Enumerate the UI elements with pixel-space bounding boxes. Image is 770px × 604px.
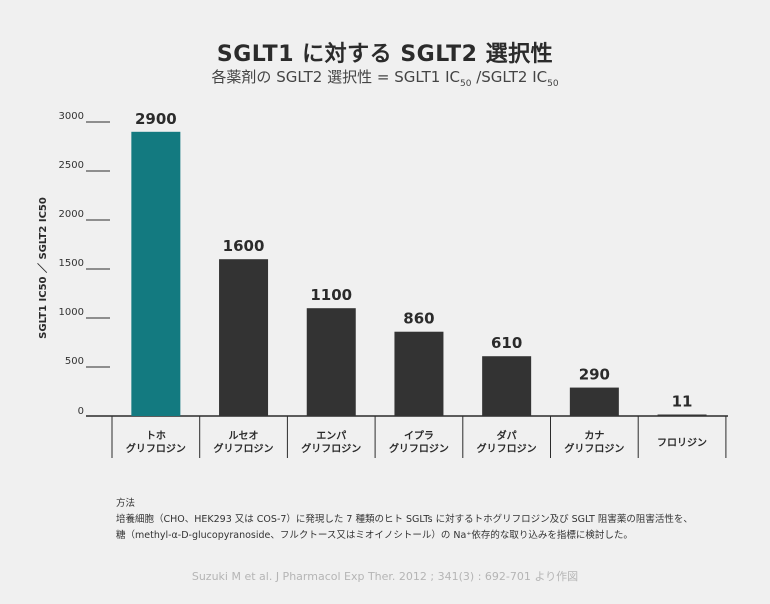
chart-subtitle: 各薬剤の SGLT2 選択性 = SGLT1 IC50 /SGLT2 IC50 bbox=[211, 68, 559, 89]
y-axis-label: SGLT1 IC50 ／ SGLT2 IC50 bbox=[36, 197, 49, 339]
method-line-2: 糖（methyl-α-D-glucopyranoside、フルクトース又はミオイ… bbox=[116, 530, 633, 541]
bar bbox=[482, 356, 532, 416]
source-citation: Suzuki M et al. J Pharmacol Exp Ther. 20… bbox=[191, 570, 579, 583]
category-label: ダパ bbox=[497, 429, 517, 442]
bar-value-label: 860 bbox=[403, 310, 434, 328]
y-tick-label: 1000 bbox=[59, 307, 84, 318]
bar-value-label: 1100 bbox=[310, 286, 352, 304]
category-label: ルセオ bbox=[229, 430, 259, 442]
category-label: グリフロジン bbox=[301, 442, 361, 455]
y-tick-label: 2500 bbox=[59, 160, 84, 171]
category-label: イプラ bbox=[404, 429, 434, 442]
y-tick-label: 2000 bbox=[59, 209, 84, 220]
category-label: グリフロジン bbox=[214, 442, 274, 455]
bar bbox=[394, 331, 444, 416]
y-tick-label: 0 bbox=[78, 406, 84, 417]
chart-title: SGLT1 に対する SGLT2 選択性 bbox=[216, 42, 554, 67]
method-heading: 方法 bbox=[116, 498, 136, 509]
category-label: グリフロジン bbox=[389, 442, 449, 455]
bar bbox=[306, 308, 356, 416]
bar bbox=[657, 414, 707, 416]
method-line-1: 培養細胞（CHO、HEK293 又は COS-7）に発現した 7 種類のヒト S… bbox=[116, 514, 693, 525]
bar bbox=[131, 131, 181, 417]
category-label: エンパ bbox=[316, 430, 346, 442]
category-label: グリフロジン bbox=[564, 442, 624, 455]
category-label: トホ bbox=[146, 430, 166, 442]
category-label: グリフロジン bbox=[477, 442, 537, 455]
bar-chart: 0 500 1000 1500 2000 2500 3000 SGLT1 IC50 ／ SGL… bbox=[36, 110, 728, 458]
y-tick-label: 500 bbox=[65, 356, 84, 367]
bar bbox=[569, 387, 619, 416]
bar-value-label: 2900 bbox=[135, 110, 177, 128]
y-tick-label: 1500 bbox=[59, 258, 84, 269]
bar-value-label: 290 bbox=[579, 366, 610, 384]
bar-value-label: 1600 bbox=[223, 237, 265, 255]
bar bbox=[219, 259, 269, 416]
bar-value-label: 11 bbox=[672, 393, 693, 411]
method-note: 方法 培養細胞（CHO、HEK293 又は COS-7）に発現した 7 種類のヒ… bbox=[116, 496, 756, 544]
category-label: フロリジン bbox=[657, 437, 707, 449]
category-label: カナ bbox=[584, 430, 604, 442]
y-tick-label: 3000 bbox=[59, 111, 84, 122]
bar-value-label: 610 bbox=[491, 334, 522, 352]
category-label: グリフロジン bbox=[126, 442, 186, 455]
